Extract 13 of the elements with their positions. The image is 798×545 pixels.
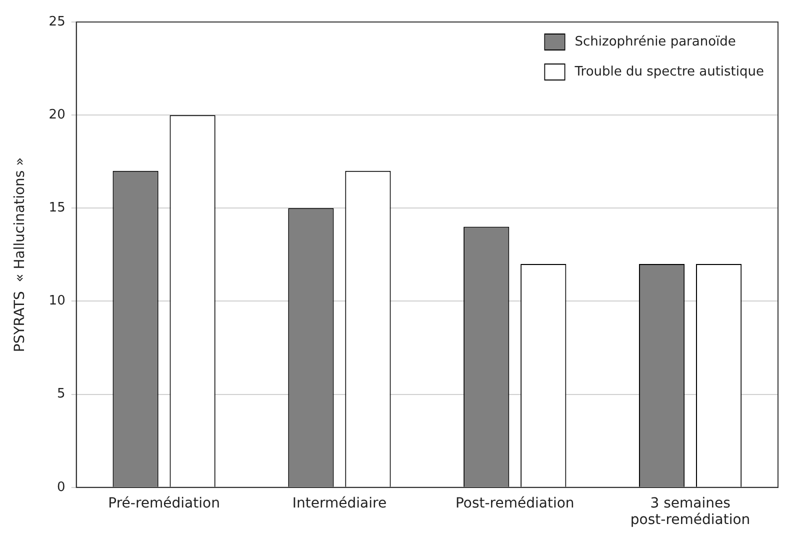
y-tick-label: 0 — [57, 480, 66, 495]
x-tick-label: Post-remédiation — [455, 495, 574, 512]
x-tick-label: Pré-remédiation — [108, 495, 220, 512]
legend-label: Schizophrénie paranoïde — [574, 34, 736, 50]
legend-label: Trouble du spectre autistique — [574, 64, 764, 80]
y-tick-label: 5 — [57, 386, 66, 402]
y-tick-label: 15 — [48, 200, 66, 216]
y-tick-label: 20 — [48, 107, 66, 122]
x-tick-label: 3 semaines post-remédiation — [630, 495, 750, 528]
y-tick-label: 10 — [48, 294, 66, 309]
x-tick-label: Intermédiaire — [292, 495, 387, 512]
y-tick-label: 25 — [48, 14, 66, 30]
y-axis-title: PSYRATS « Hallucinations » — [12, 157, 28, 352]
